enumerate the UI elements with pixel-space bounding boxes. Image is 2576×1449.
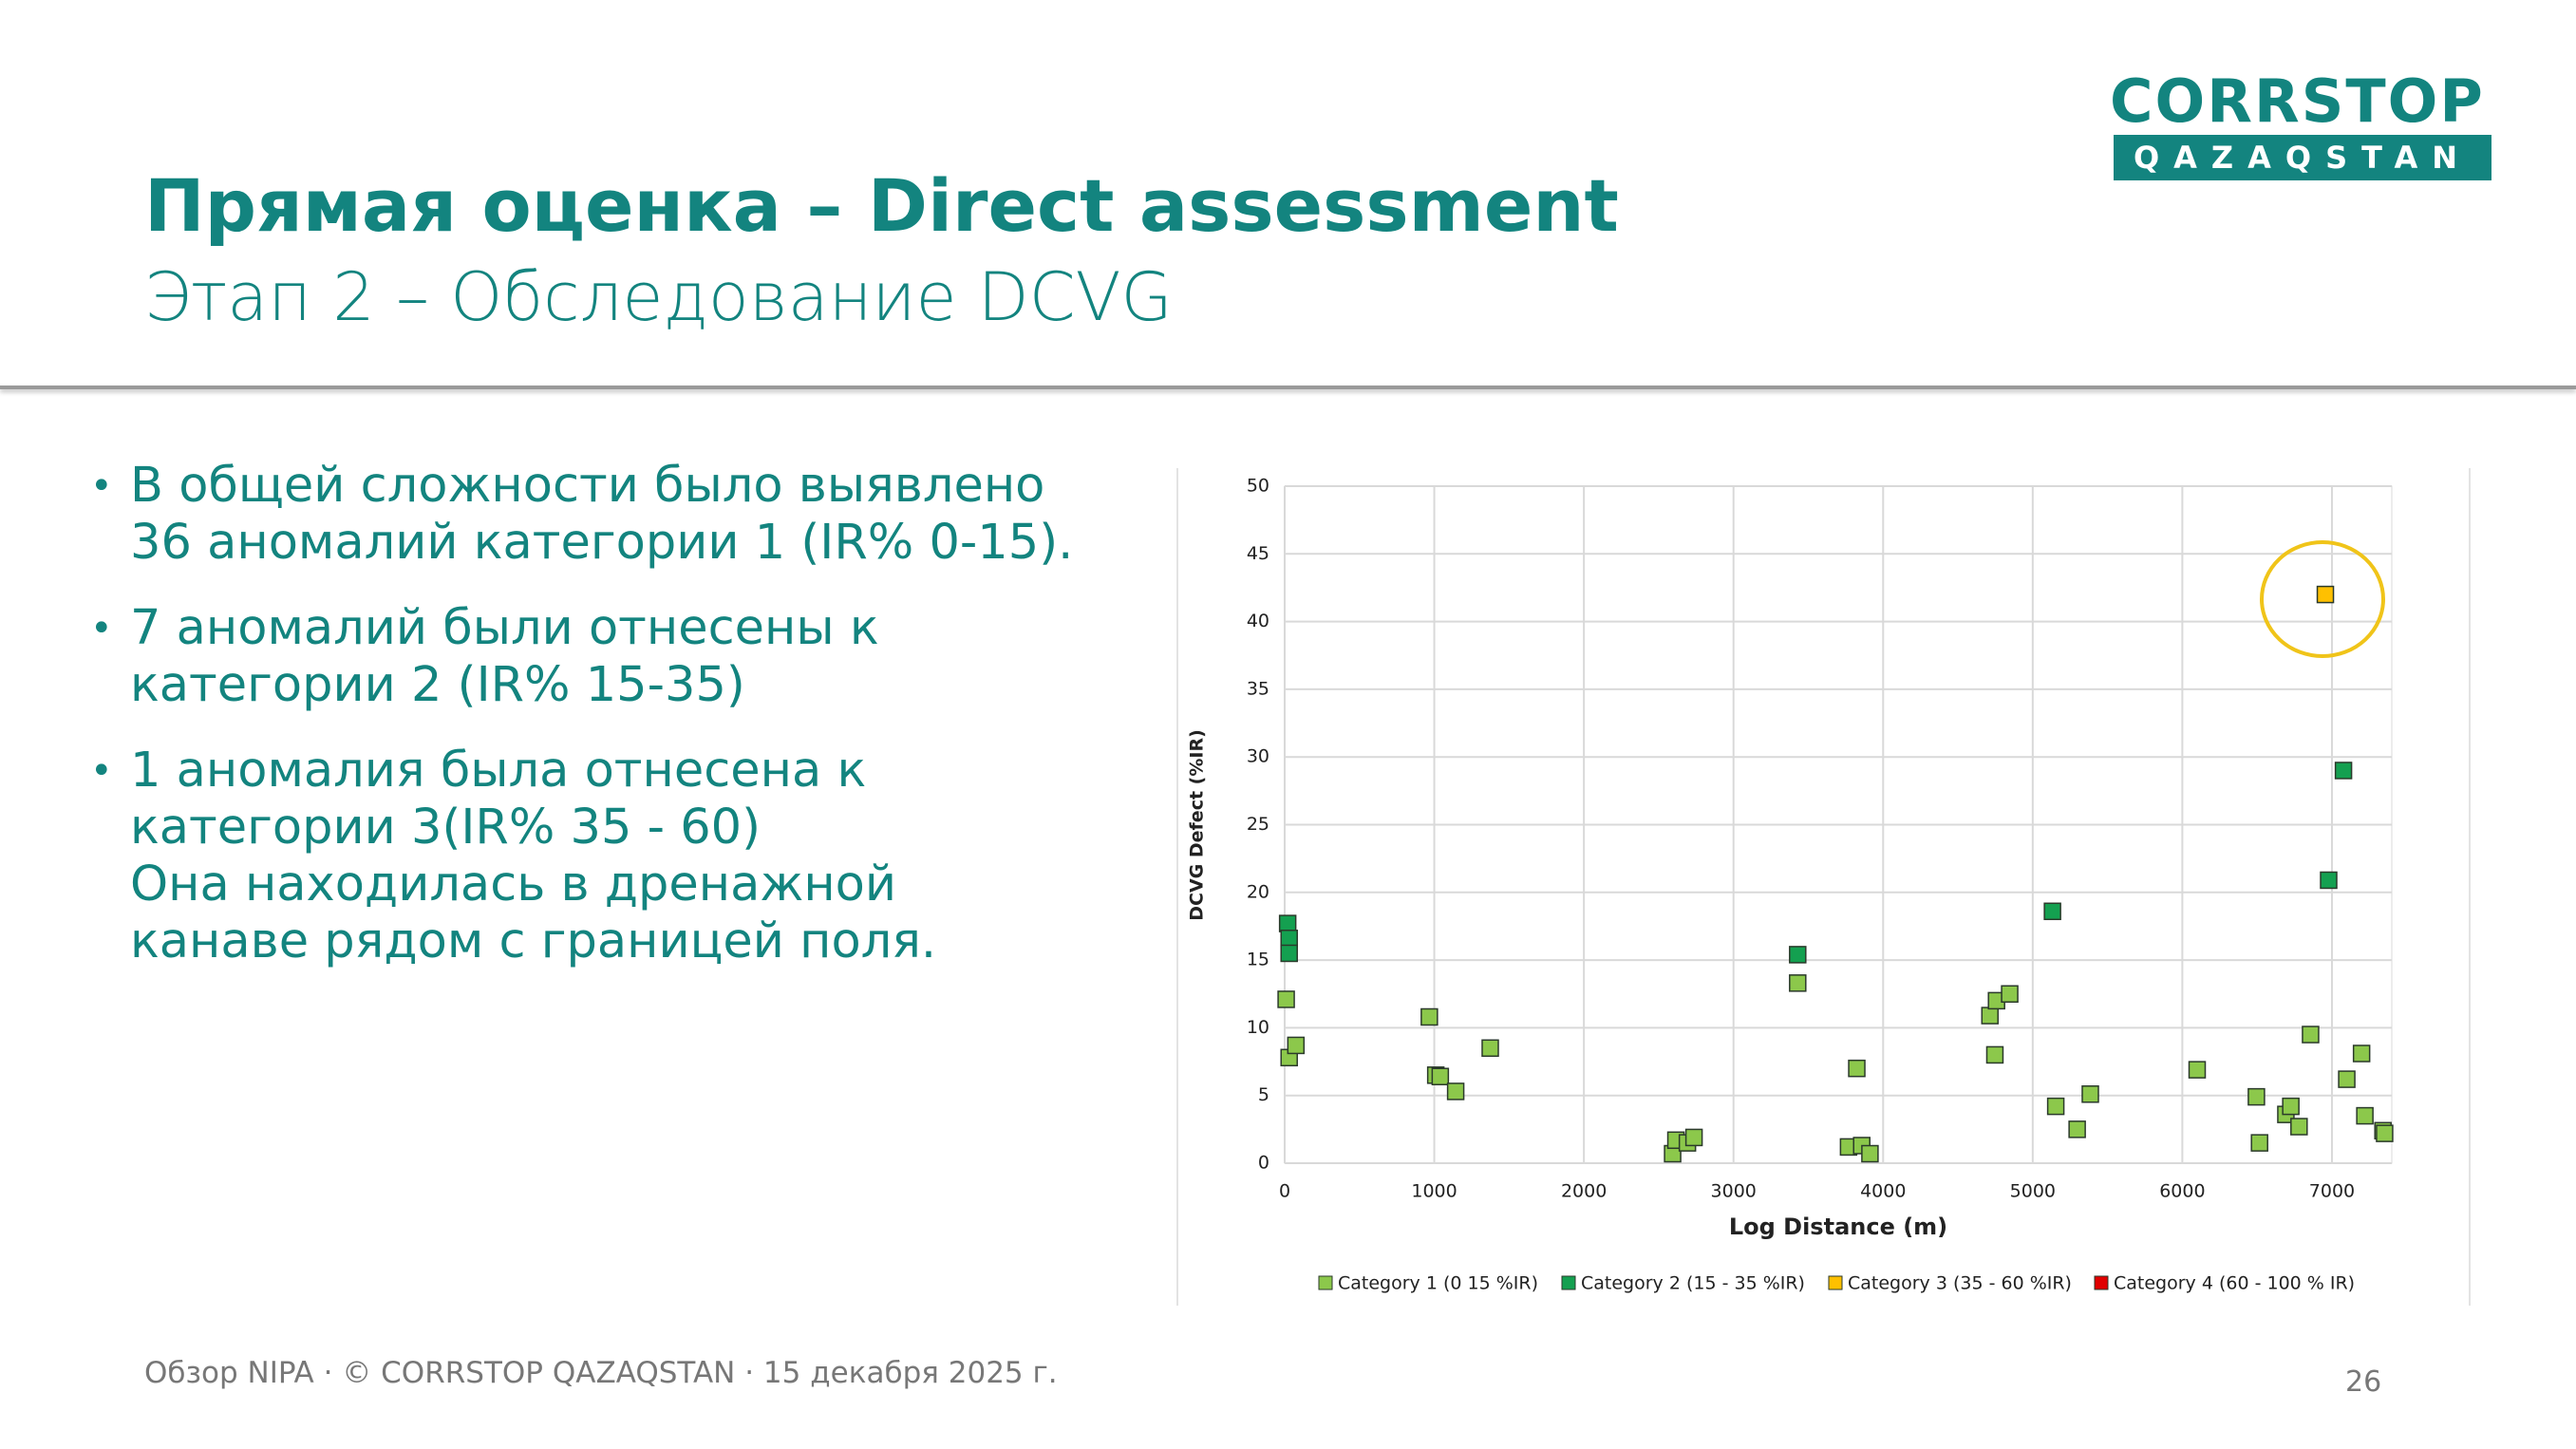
point (1861, 1144, 1879, 1163)
point (1981, 1007, 2000, 1025)
y-tick-label: 5 (1258, 1084, 1269, 1105)
point (1684, 1128, 1703, 1147)
point (1287, 1036, 1306, 1055)
y-tick-label: 0 (1258, 1153, 1269, 1174)
point (2046, 1097, 2065, 1116)
point (2290, 1118, 2308, 1136)
legend-marker (1318, 1275, 1333, 1290)
bullet-line: 36 аномалий категории 1 (IR% 0-15). (130, 515, 1074, 571)
y-axis-title: DCVG Defect (%IR) (1187, 729, 1208, 921)
point (2081, 1085, 2099, 1103)
footer: Обзор NIPA · © CORRSTOP QAZAQSTAN · 15 д… (144, 1356, 1058, 1390)
point (2247, 1087, 2266, 1106)
bullet-line: Она находилась в дренажной (130, 856, 897, 913)
slide-subtitle: Этап 2 – Обследование DCVG (144, 258, 1173, 336)
point (1420, 1007, 1438, 1026)
point (1278, 914, 1297, 932)
highlight-circle (2260, 540, 2385, 658)
x-tick-label: 6000 (2159, 1181, 2205, 1202)
x-tick-label: 0 (1279, 1181, 1290, 1202)
point (1277, 990, 1295, 1008)
point (2282, 1097, 2300, 1116)
point (1848, 1059, 1866, 1078)
point (2352, 1044, 2371, 1063)
point (2001, 985, 2019, 1003)
legend-label: Category 2 (15 - 35 %IR) (1581, 1273, 1805, 1294)
x-axis-title: Log Distance (m) (1729, 1214, 1947, 1240)
bullet-line: 7 аномалий были отнесены к (130, 600, 879, 656)
point (1789, 946, 1807, 964)
legend-label: Category 4 (60 - 100 % IR) (2114, 1273, 2355, 1294)
point (1280, 930, 1298, 948)
x-tick-label: 4000 (1860, 1181, 1906, 1202)
logo-name: CORRSTOP (2110, 66, 2485, 136)
legend-marker (1828, 1275, 1843, 1290)
point (2356, 1106, 2374, 1125)
x-tick-label: 2000 (1561, 1181, 1607, 1202)
legend-label: Category 3 (35 - 60 %IR) (1848, 1273, 2072, 1294)
y-tick-label: 25 (1247, 814, 1269, 835)
page-number: 26 (2345, 1365, 2382, 1399)
point (2338, 1070, 2356, 1088)
point (2250, 1134, 2268, 1152)
point (1446, 1082, 1465, 1101)
y-tick-label: 20 (1247, 881, 1269, 902)
point (2334, 762, 2353, 780)
x-tick-label: 7000 (2309, 1181, 2355, 1202)
x-tick-label: 3000 (1711, 1181, 1757, 1202)
y-tick-label: 50 (1247, 476, 1269, 497)
point (1431, 1067, 1450, 1085)
bullet-line: категории 2 (IR% 15-35) (130, 657, 745, 713)
header-divider (0, 386, 2576, 389)
point (1280, 944, 1298, 963)
y-tick-label: 40 (1247, 611, 1269, 631)
y-tick-label: 30 (1247, 746, 1269, 767)
point (1789, 974, 1807, 992)
y-tick-label: 10 (1247, 1017, 1269, 1038)
bullet-line: категории 3(IR% 35 - 60) (130, 800, 762, 856)
legend-label: Category 1 (0 15 %IR) (1338, 1273, 1538, 1294)
x-tick-label: 5000 (2010, 1181, 2056, 1202)
point (2302, 1026, 2320, 1044)
bullet-line: 1 аномалия была отнесена к (130, 743, 867, 799)
slide-title: Прямая оценка – Direct assessment (144, 163, 1619, 248)
point (2188, 1061, 2207, 1079)
point (2316, 585, 2335, 604)
y-tick-label: 35 (1247, 678, 1269, 699)
point (2376, 1124, 2394, 1142)
y-tick-label: 15 (1247, 950, 1269, 970)
legend-marker (1561, 1275, 1576, 1290)
legend-marker (2094, 1275, 2109, 1290)
point (2043, 902, 2061, 921)
chart: Log Distance (m) DCVG Defect (%IR) 0 5 10 1… (1176, 468, 2471, 1306)
y-tick-label: 45 (1247, 543, 1269, 564)
point (2320, 871, 2338, 890)
x-tick-label: 1000 (1411, 1181, 1457, 1202)
bullet-line: канаве рядом с границей поля. (130, 913, 937, 969)
point (1985, 1045, 2004, 1064)
point (2068, 1120, 2086, 1138)
bullet-line: В общей сложности было выявлено (130, 458, 1045, 514)
logo-subtitle: QAZAQSTAN (2114, 135, 2491, 180)
point (1481, 1039, 1499, 1058)
